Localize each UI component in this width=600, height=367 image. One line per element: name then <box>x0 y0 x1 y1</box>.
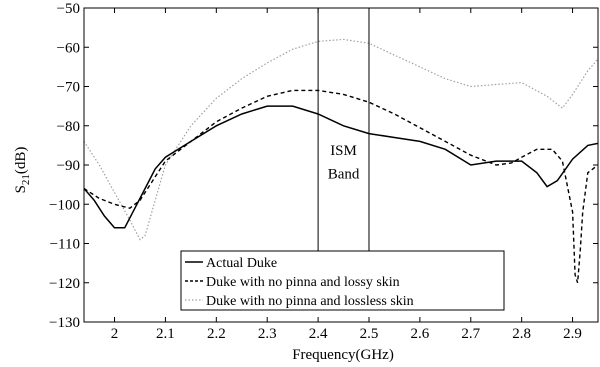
y-tick-label: −130 <box>49 315 80 331</box>
series-line-lossless-skin <box>84 38 598 241</box>
y-axis-label-unit: (dB) <box>13 147 29 175</box>
x-axis-label: Frequency(GHz) <box>292 347 394 363</box>
y-tick-label: −60 <box>57 40 80 56</box>
x-tick-label: 2.9 <box>563 326 582 342</box>
ism-band-label-line-2: Band <box>328 167 360 183</box>
x-tick-label: 2.6 <box>411 326 430 342</box>
x-tick-label: 2.4 <box>309 326 328 342</box>
y-tick-label: −80 <box>57 119 80 135</box>
legend-label-actual-duke: Actual Duke <box>206 256 277 271</box>
x-tick-label: 2.7 <box>461 326 480 342</box>
x-tick-label: 2.2 <box>207 326 226 342</box>
legend-box <box>180 250 505 311</box>
x-ticks: 2 2.1 2.2 2.3 2.4 2.5 2.6 2.7 2.8 2.9 <box>111 8 582 342</box>
x-tick-label: 2.3 <box>258 326 277 342</box>
series-line-lossy-skin <box>84 89 598 284</box>
y-tick-label: −50 <box>57 1 80 17</box>
y-tick-label: −110 <box>50 237 80 253</box>
legend-label-lossy-skin: Duke with no pinna and lossy skin <box>206 275 400 290</box>
x-tick-label: 2.8 <box>512 326 531 342</box>
ism-band-label-line-1: ISM <box>330 143 357 159</box>
x-tick-label: 2.1 <box>156 326 175 342</box>
legend-label-lossless-skin: Duke with no pinna and lossless skin <box>206 294 414 309</box>
y-axis-label: S21(dB) <box>13 147 32 194</box>
y-tick-label: −120 <box>49 276 80 292</box>
x-tick-label: 2.5 <box>360 326 379 342</box>
y-tick-label: −100 <box>49 197 80 213</box>
y-axis-label-main: S <box>13 185 29 193</box>
y-tick-label: −90 <box>57 158 80 174</box>
y-ticks: −130 −120 −110 −100 −90 −80 −70 −60 −50 <box>49 1 598 331</box>
y-axis-label-subscript: 21 <box>20 174 32 185</box>
legend: Actual Duke Duke with no pinna and lossy… <box>180 250 505 311</box>
y-tick-label: −70 <box>57 80 80 96</box>
x-tick-label: 2 <box>111 326 119 342</box>
